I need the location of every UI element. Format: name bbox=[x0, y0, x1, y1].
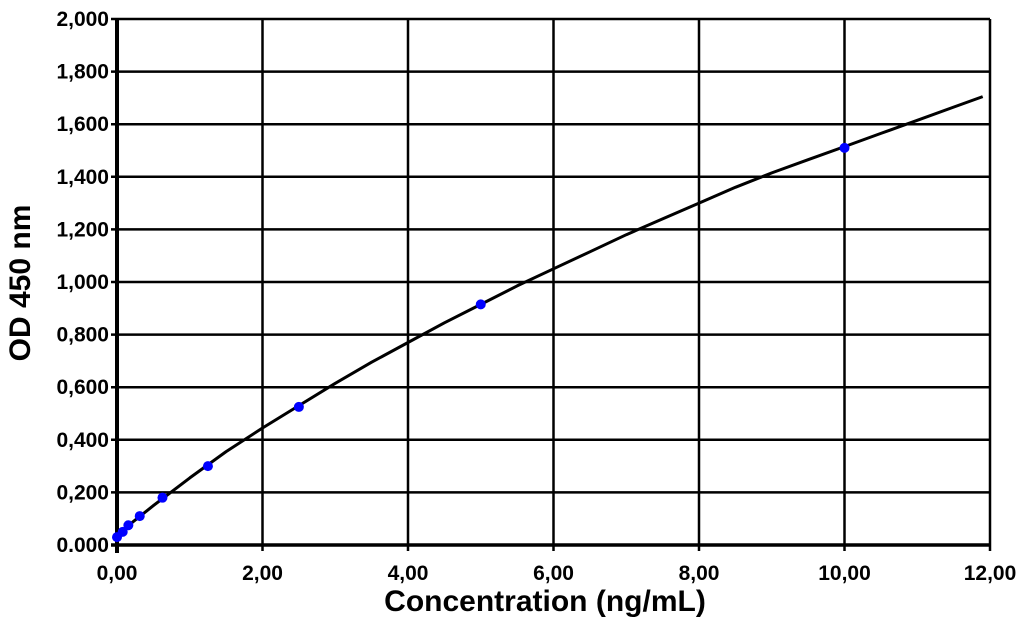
data-point bbox=[157, 492, 168, 503]
y-tick-label: 0,800 bbox=[56, 324, 109, 347]
x-axis-tick-labels: 0,00 2,00 4,00 6,00 8,00 10,00 12,00 bbox=[97, 562, 1016, 585]
fit-curve bbox=[116, 95, 984, 536]
x-tick-label: 8,00 bbox=[679, 562, 720, 585]
x-tick-label: 0,00 bbox=[97, 562, 138, 585]
data-point bbox=[117, 526, 128, 537]
y-tick-label: 1,400 bbox=[56, 166, 109, 189]
data-point bbox=[134, 511, 145, 522]
axes-frame bbox=[111, 19, 990, 553]
y-tick-label: 1,000 bbox=[56, 271, 109, 294]
data-point bbox=[839, 142, 850, 153]
y-tick-label: 1,800 bbox=[56, 61, 109, 84]
vertical-gridlines bbox=[115, 19, 992, 551]
data-point bbox=[475, 299, 486, 310]
y-tick-label: 2,000 bbox=[56, 8, 109, 31]
data-point bbox=[202, 461, 213, 472]
y-tick-label: 1,200 bbox=[56, 218, 109, 241]
x-tick-label: 6,00 bbox=[533, 562, 574, 585]
data-point bbox=[293, 401, 304, 412]
y-tick-label: 0,400 bbox=[56, 429, 109, 452]
horizontal-gridlines bbox=[111, 17, 990, 547]
fit-curve-line bbox=[116, 95, 984, 536]
x-tick-label: 10,00 bbox=[818, 562, 871, 585]
y-tick-label: 0.000 bbox=[56, 534, 109, 557]
y-tick-label: 0,600 bbox=[56, 376, 109, 399]
data-point bbox=[123, 520, 134, 531]
x-axis-title: Concentration (ng/mL) bbox=[384, 585, 706, 618]
y-axis-title: OD 450 nm bbox=[4, 205, 37, 362]
y-tick-label: 0,200 bbox=[56, 481, 109, 504]
x-tick-label: 4,00 bbox=[388, 562, 429, 585]
y-tick-label: 1,600 bbox=[56, 113, 109, 136]
x-tick-label: 2,00 bbox=[242, 562, 283, 585]
y-axis-tick-labels: 0.000 0,200 0,400 0,600 0,800 1,000 1,200 1,400… bbox=[56, 8, 109, 557]
x-tick-label: 12,00 bbox=[964, 562, 1016, 585]
data-points bbox=[112, 142, 850, 543]
